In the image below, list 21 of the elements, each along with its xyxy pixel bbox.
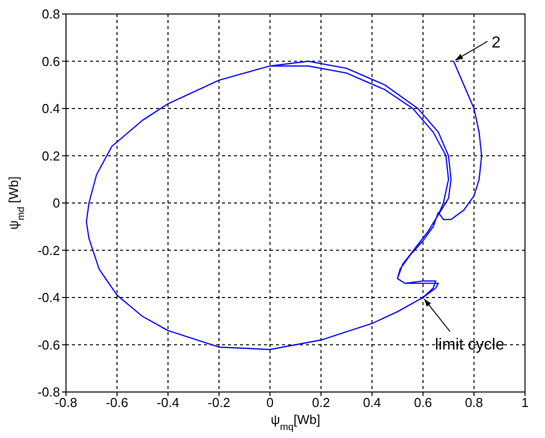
y-tick-label: -0.4: [38, 290, 60, 306]
y-tick-label: -0.2: [38, 242, 60, 258]
x-tick-label: -0.2: [208, 395, 230, 410]
annotation: 2: [492, 34, 501, 52]
y-tick-label: -0.8: [38, 384, 60, 400]
y-tick-label: 0.4: [42, 101, 60, 116]
y-tick-label: 0.2: [42, 148, 60, 164]
x-tick-label: 1: [521, 395, 529, 410]
x-axis-title: ψ$_{mq}$[Wb]: [270, 412, 320, 432]
y-tick-label: 0.8: [42, 6, 60, 22]
x-tick-label: 0.4: [362, 395, 382, 410]
annotation: limit cycle: [435, 336, 504, 354]
x-tick-label: -0.6: [106, 395, 128, 410]
y-tick-label: 0: [52, 196, 60, 211]
y-tick-label: 0.6: [42, 54, 60, 69]
x-tick-label: 0.6: [414, 395, 432, 410]
y-tick-label: -0.6: [38, 337, 60, 352]
x-tick-label: 0.2: [312, 395, 330, 410]
x-tick-label: 0.8: [464, 395, 484, 410]
x-tick-label: 0: [266, 395, 274, 410]
x-tick-label: -0.4: [156, 395, 180, 410]
